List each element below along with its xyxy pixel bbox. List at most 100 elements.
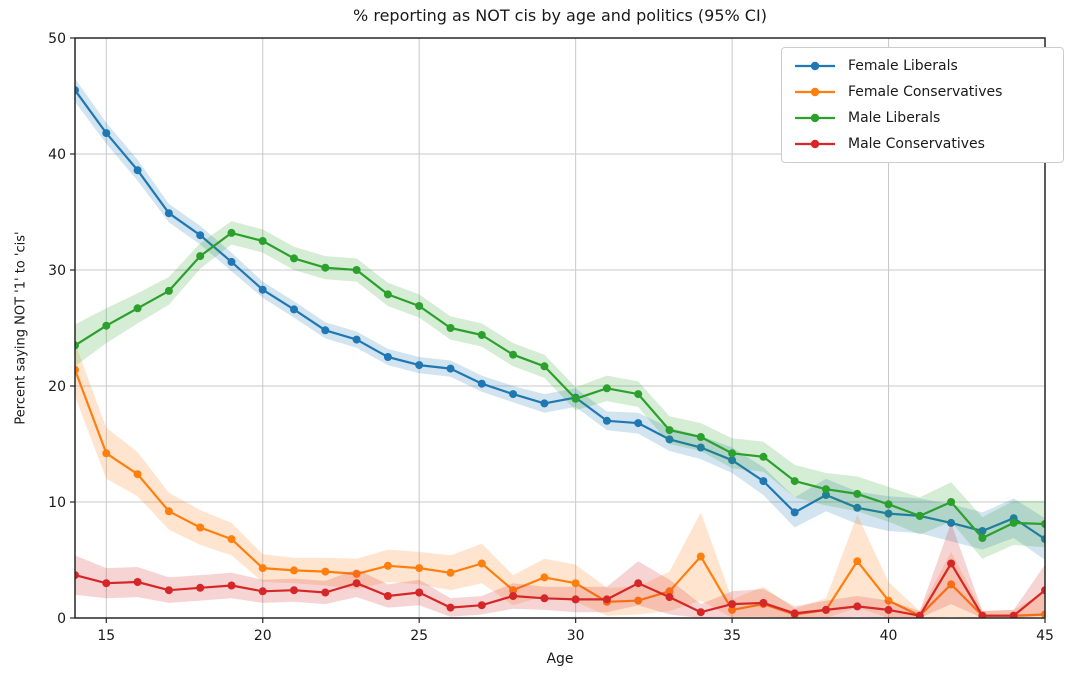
x-tick-label: 40 — [880, 628, 898, 644]
marker-male-liberals — [258, 237, 267, 245]
y-tick-label: 0 — [57, 611, 66, 627]
marker-male-conservatives — [290, 586, 298, 595]
marker-female-conservatives — [227, 535, 236, 544]
legend-marker-female-liberals — [795, 61, 835, 71]
marker-male-liberals — [978, 534, 987, 542]
marker-male-liberals — [915, 511, 924, 520]
legend-label: Male Conservatives — [848, 136, 985, 152]
marker-female-liberals — [196, 231, 205, 240]
marker-female-conservatives — [196, 523, 205, 532]
line-female-conservatives — [75, 369, 1045, 617]
y-tick-label: 50 — [48, 31, 66, 47]
marker-female-conservatives — [133, 470, 142, 479]
marker-male-liberals — [102, 321, 111, 330]
y-tick-label: 20 — [48, 379, 66, 395]
marker-male-liberals — [634, 390, 643, 399]
marker-female-liberals — [75, 86, 79, 95]
line-female-liberals — [75, 89, 1045, 541]
marker-male-liberals — [822, 485, 830, 494]
marker-male-liberals — [540, 362, 549, 371]
legend-marker-female-conservatives — [795, 87, 835, 97]
x-tick-label: 45 — [1036, 628, 1054, 644]
marker-male-liberals — [415, 302, 424, 310]
ci-band-female-conservatives — [75, 343, 1045, 618]
marker-female-liberals — [133, 166, 142, 175]
marker-female-liberals — [509, 390, 518, 399]
marker-female-conservatives — [947, 580, 956, 589]
marker-male-liberals — [853, 489, 862, 498]
marker-female-liberals — [477, 379, 486, 388]
marker-female-liberals — [321, 326, 330, 335]
line-male-conservatives — [75, 562, 1045, 617]
legend-item-male-conservatives: Male Conservatives — [792, 133, 1053, 155]
marker-female-liberals — [1041, 535, 1045, 544]
marker-female-liberals — [602, 416, 611, 425]
series-male-conservatives — [75, 522, 1045, 618]
x-tick-label: 30 — [567, 628, 585, 644]
ci-band-male-conservatives — [75, 522, 1045, 618]
marker-female-conservatives — [290, 566, 298, 575]
ci-band-female-liberals — [75, 78, 1045, 560]
y-axis-label: Percent saying NOT '1' to 'cis' — [13, 231, 29, 425]
marker-female-conservatives — [634, 596, 643, 605]
marker-male-liberals — [227, 228, 236, 237]
marker-male-liberals — [75, 341, 79, 350]
x-axis-label: Age — [546, 651, 574, 667]
marker-female-liberals — [352, 335, 361, 344]
axis-ticks — [70, 37, 1046, 623]
legend-marker-male-liberals — [795, 113, 835, 123]
marker-female-conservatives — [352, 569, 361, 578]
x-tick-label: 20 — [254, 628, 272, 644]
marker-male-conservatives — [602, 595, 611, 604]
legend-item-female-liberals: Female Liberals — [792, 55, 1053, 77]
legend-label: Male Liberals — [848, 110, 941, 126]
marker-female-liberals — [822, 491, 830, 499]
marker-male-liberals — [759, 452, 768, 461]
marker-male-conservatives — [415, 588, 424, 597]
marker-male-liberals — [164, 286, 173, 295]
legend-item-male-liberals: Male Liberals — [792, 107, 1053, 129]
x-tick-label: 15 — [97, 628, 115, 644]
marker-female-liberals — [978, 527, 987, 535]
marker-male-liberals — [602, 384, 611, 393]
marker-female-conservatives — [102, 449, 111, 458]
marker-female-liberals — [446, 364, 455, 373]
marker-male-conservatives — [822, 605, 830, 614]
marker-male-conservatives — [75, 571, 79, 580]
marker-female-liberals — [383, 353, 392, 361]
marker-male-conservatives — [477, 601, 486, 610]
marker-female-liberals — [759, 477, 768, 486]
marker-male-liberals — [383, 290, 392, 299]
tick-labels: 15 20 25 30 35 40 45 0 10 20 30 40 50 — [48, 31, 1054, 644]
marker-male-conservatives — [133, 578, 142, 586]
marker-female-liberals — [947, 518, 956, 527]
series-female-liberals — [75, 78, 1045, 560]
marker-female-liberals — [728, 456, 737, 465]
marker-male-conservatives — [164, 586, 173, 595]
marker-female-liberals — [290, 305, 298, 314]
marker-male-conservatives — [947, 559, 956, 568]
marker-female-conservatives — [477, 559, 486, 568]
marker-female-conservatives — [415, 564, 424, 573]
marker-male-conservatives — [884, 605, 893, 614]
marker-male-liberals — [790, 477, 799, 486]
marker-female-conservatives — [446, 568, 455, 577]
marker-female-liberals — [884, 509, 893, 518]
marker-male-conservatives — [665, 593, 674, 602]
x-tick-label: 35 — [723, 628, 741, 644]
marker-male-liberals — [884, 500, 893, 509]
marker-male-liberals — [321, 263, 330, 272]
legend-label: Female Liberals — [848, 58, 958, 74]
marker-male-liberals — [571, 394, 580, 403]
marker-male-liberals — [477, 331, 486, 339]
marker-male-conservatives — [915, 611, 924, 618]
marker-female-conservatives — [75, 365, 79, 374]
marker-female-conservatives — [571, 579, 580, 588]
marker-female-conservatives — [1041, 610, 1045, 618]
marker-male-conservatives — [790, 609, 799, 618]
marker-female-liberals — [696, 443, 705, 452]
marker-female-conservatives — [665, 587, 674, 596]
marker-female-conservatives — [540, 573, 549, 582]
